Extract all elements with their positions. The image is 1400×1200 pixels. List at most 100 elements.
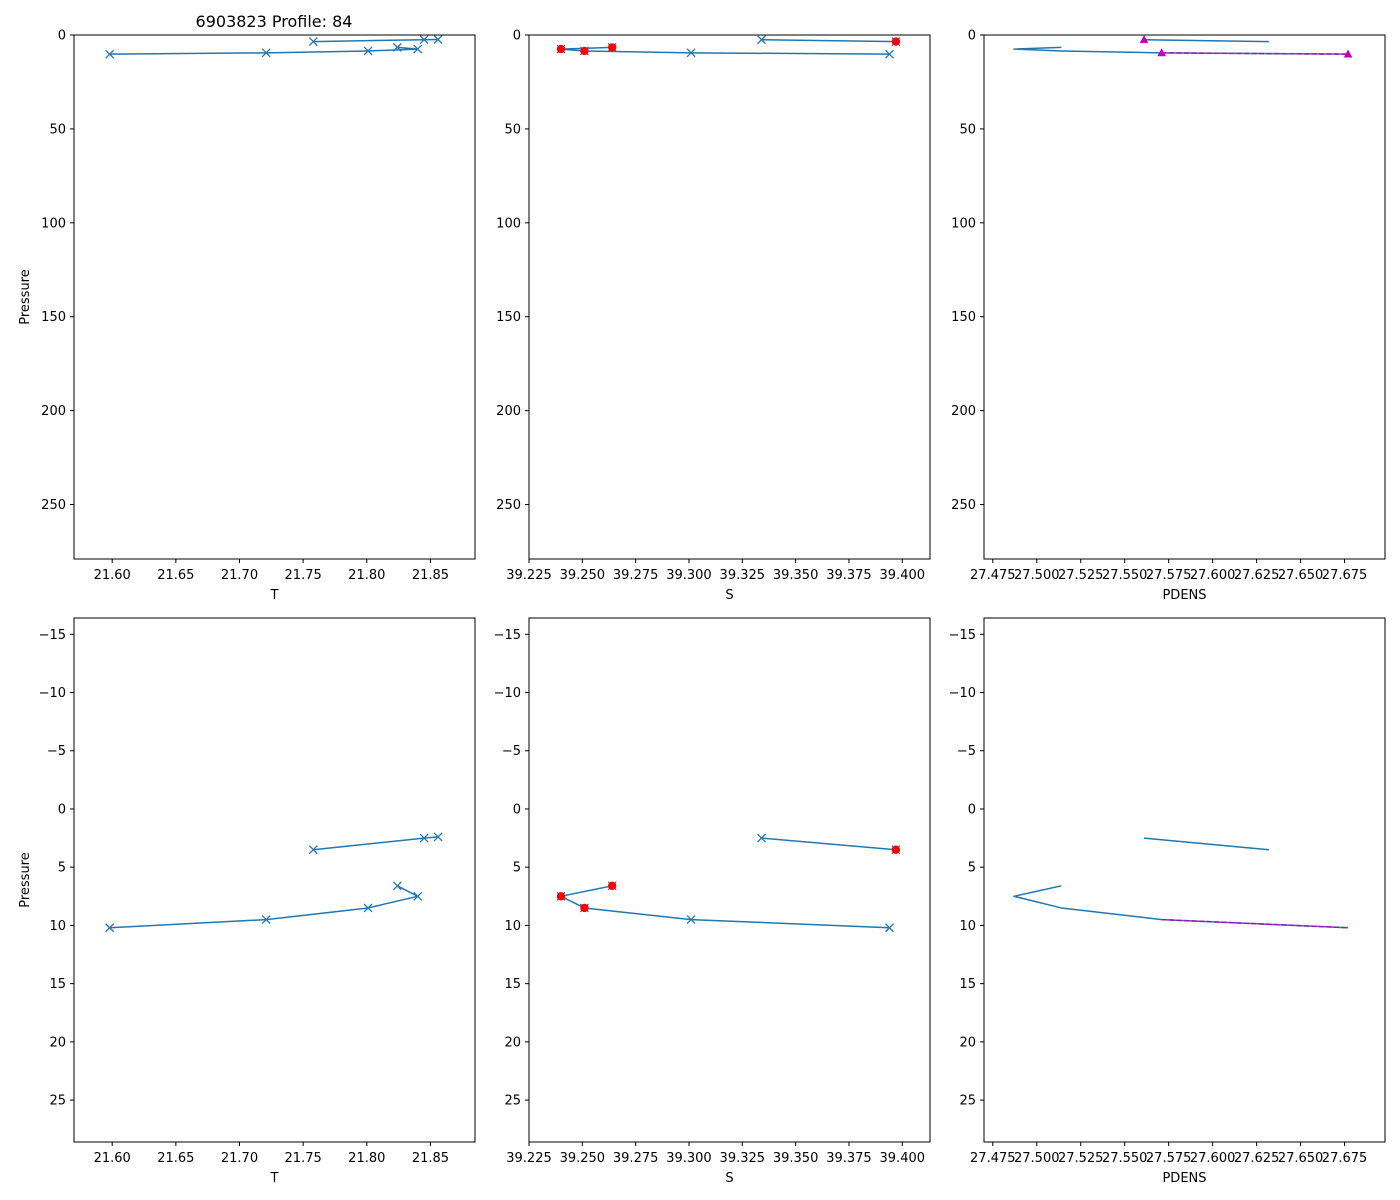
y-tick-label: 25 [959,1094,976,1109]
series-flagged-point [556,892,566,901]
x-tick-label: 27.575 [1146,1151,1192,1166]
x-tick-label: 21.80 [348,1151,385,1166]
series-t-point [419,35,429,45]
x-tick-label: 27.600 [1190,568,1236,583]
series-s-point [885,923,894,933]
x-tick-label: 21.75 [285,1151,322,1166]
series-flagged-point [891,37,901,46]
y-tick-label: 10 [504,919,521,934]
x-tick-label: 39.300 [666,568,712,583]
y-tick-label: 10 [959,919,976,934]
y-tick-label: 5 [513,861,521,876]
plot-area [556,35,901,59]
series-s-point [686,48,696,58]
y-tick-label: −15 [39,628,66,643]
y-tick-label: 250 [951,498,976,513]
x-tick-label: 21.70 [221,568,258,583]
x-tick-label: 21.65 [157,1151,194,1166]
panel-bottom-right: 27.47527.50027.52527.55027.57527.60027.6… [949,617,1386,1186]
y-tick-label: 15 [959,977,976,992]
series-pdens-line [1013,38,1349,55]
y-tick-label: −10 [494,686,521,701]
series-s-point [885,49,894,59]
x-tick-label: 39.275 [613,568,659,583]
y-tick-label: 50 [959,122,976,137]
x-tick-label: 27.550 [1102,1151,1148,1166]
y-tick-label: 250 [41,498,66,513]
panel-top-left: 21.60 21.65 21.70 21.75 21.80 21.85 0 50 100 150 2… [18,29,476,603]
y-tick-label: −5 [47,744,66,759]
series-pdens-flagged-line [1161,52,1349,55]
y-tick-label: 100 [496,216,521,231]
x-tick-label: 21.60 [94,568,131,583]
x-tick-label: 27.650 [1278,1151,1324,1166]
x-tick-label: 21.70 [221,1151,258,1166]
y-tick-label: 50 [504,122,521,137]
series-t-point [105,49,115,59]
x-tick-label: 39.300 [666,1151,712,1166]
y-tick-label: 5 [58,861,66,876]
axes-frame [73,34,476,560]
panel-bottom-left: 21.60 21.65 21.70 21.75 21.80 21.85 −15 −10 −5 0 5… [18,617,476,1186]
series-t-point [308,845,318,855]
x-tick-label: 27.625 [1234,568,1280,583]
x-tick-label: 27.475 [970,1151,1016,1166]
x-tick-label: 21.80 [348,568,385,583]
axes-frame [73,617,476,1143]
axes-frame [983,617,1386,1143]
x-tick-label: 39.350 [773,568,819,583]
y-tick-label: 20 [959,1035,976,1050]
x-axis-label: PDENS [1162,1171,1206,1186]
y-tick-label: −15 [949,628,976,643]
series-t-point [433,832,443,842]
y-tick-label: 150 [496,310,521,325]
series-t-point [363,903,373,913]
series-pdens-line [1013,837,1349,929]
x-tick-label: 39.400 [880,1151,926,1166]
series-pdens-flagged-line [1161,918,1349,929]
x-tick-label: 21.85 [412,1151,449,1166]
series-t-point [413,891,423,901]
plot-area [105,832,443,933]
x-tick-label: 39.250 [560,568,606,583]
y-tick-label: 0 [58,802,66,817]
series-t-point [419,833,429,843]
y-tick-label: 250 [496,498,521,513]
series-t-line [109,836,439,929]
x-tick-label: 39.250 [560,1151,606,1166]
x-tick-label: 21.85 [412,568,449,583]
x-tick-label: 27.475 [970,568,1016,583]
series-flagged-point [580,46,589,56]
series-t-point [413,44,423,54]
series-t-point [392,881,402,891]
y-tick-label: 5 [968,861,976,876]
x-tick-label: 27.675 [1322,1151,1368,1166]
series-t-point [363,46,373,56]
series-flagged-point [607,881,617,891]
y-tick-label: 150 [951,310,976,325]
y-tick-label: 200 [496,404,521,419]
x-tick-label: 27.575 [1146,568,1192,583]
series-pdens-flagged-point [1343,49,1353,58]
panel-top-right: 27.47527.50027.52527.55027.57527.60027.6… [951,29,1386,603]
y-tick-label: 150 [41,310,66,325]
y-tick-label: −15 [494,628,521,643]
series-s-point [757,35,766,45]
y-tick-label: 0 [513,802,521,817]
axes-frame [983,34,1386,560]
x-tick-label: 27.525 [1058,1151,1104,1166]
panel-top-middle: 39.225 39.250 39.275 39.300 39.325 39.350 39.3… [496,29,931,603]
x-tick-label: 39.325 [720,568,766,583]
y-tick-label: 15 [49,977,66,992]
y-tick-label: 15 [504,977,521,992]
x-tick-label: 21.65 [157,568,194,583]
x-axis-label: S [725,588,733,603]
series-flagged-point [580,903,589,913]
x-tick-label: 27.600 [1190,1151,1236,1166]
x-axis-label: T [270,1171,279,1186]
y-tick-label: 200 [951,404,976,419]
figure-title: 6903823 Profile: 84 [196,12,353,31]
y-tick-label: 10 [49,919,66,934]
x-axis-label: T [270,588,279,603]
